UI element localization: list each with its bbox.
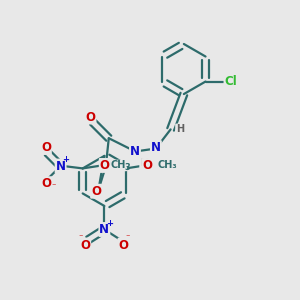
Text: CH: CH [111,160,126,170]
Text: H: H [140,158,148,168]
Text: O: O [91,185,101,198]
Text: O: O [80,238,90,252]
Text: ⁻: ⁻ [79,232,83,241]
Text: N: N [99,223,110,236]
Text: O: O [142,159,152,172]
Text: O: O [85,110,95,124]
Text: N: N [130,145,140,158]
Text: CH₃: CH₃ [157,160,177,170]
Text: +: + [106,218,113,227]
Text: 3: 3 [125,163,130,172]
Text: O: O [41,141,51,154]
Text: O: O [118,238,128,252]
Text: ⁻: ⁻ [126,232,130,241]
Text: +: + [62,155,69,164]
Text: O: O [42,177,52,190]
Text: ⁻: ⁻ [51,181,56,190]
Text: O: O [100,159,110,172]
Text: N: N [56,160,66,172]
Text: H: H [176,124,184,134]
Text: Cl: Cl [224,75,237,88]
Text: N: N [151,141,161,154]
